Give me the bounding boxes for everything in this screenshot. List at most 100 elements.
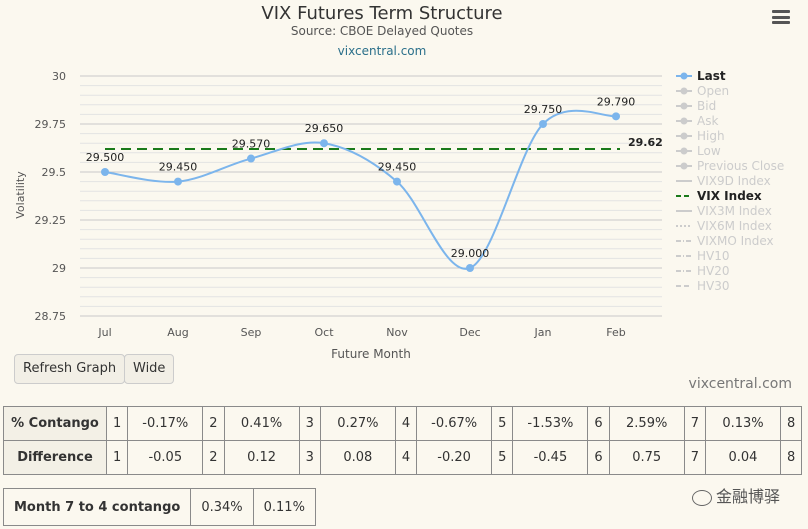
last-point [612,112,620,121]
x-tick-label: Sep [241,326,262,339]
y-axis-title: Volatility [14,171,27,219]
legend-item[interactable]: HV20 [697,264,730,278]
data-label: 29.450 [159,161,198,174]
row-label: Difference [3,440,107,475]
month-index-cell: 7 [683,440,706,475]
month-7-to-4-table: Month 7 to 4 contango 0.34% 0.11% [2,488,316,526]
data-label: 29.000 [451,247,490,260]
value-cell: -0.67% [416,406,493,441]
legend-marker [680,102,688,110]
month-index-cell: 5 [491,406,514,441]
hamburger-menu-icon[interactable] [772,10,790,24]
last-point [247,154,255,163]
month-index-cell: 3 [298,406,321,441]
last-series-line [104,109,617,270]
chart-subtitle: Source: CBOE Delayed Quotes [290,24,474,38]
value-cell: -0.17% [127,406,204,441]
value-cell: -0.20 [416,440,493,475]
contango-table: % Contango 1 -0.17% 2 0.41% 3 0.27% 4 -0.67% 5 -1.… [3,406,803,475]
chart-plot: 30 29.75 29.5 29.25 29 28.75 Jul Aug Sep Oct Nov De… [14,69,784,361]
data-label: 29.570 [232,138,271,151]
legend-item[interactable]: VIX Index [697,189,762,203]
data-label: 29.650 [305,122,344,135]
y-tick-label: 29.25 [35,214,67,227]
y-tick-label: 29.5 [42,166,67,179]
legend-marker [680,162,688,170]
value-cell: 0.27% [319,406,396,441]
month-index-cell: 6 [587,406,610,441]
legend-item[interactable]: Previous Close [697,159,784,173]
legend-item[interactable]: Last [697,69,726,83]
value-cell: 0.08 [319,440,396,475]
wide-button[interactable]: Wide [124,354,175,384]
wechat-icon [691,489,712,506]
x-tick-label: Aug [167,326,188,339]
value-cell: 0.12 [223,440,300,475]
month-index-cell: 5 [491,440,514,475]
data-label: 29.750 [524,103,563,116]
legend-marker [680,72,688,80]
chart-site-link[interactable]: vixcentral.com [337,44,427,58]
data-label: 29.500 [86,151,125,164]
value-cell: -1.53% [512,406,589,441]
legend-marker [680,117,688,125]
last-point [539,120,547,128]
credit-link[interactable]: vixcentral.com [688,376,792,392]
data-label: 29.790 [597,95,636,108]
month-index-cell: 8 [779,440,803,475]
last-point [101,168,109,176]
legend-item[interactable]: VIX6M Index [697,219,772,233]
last-point [466,264,474,272]
x-tick-label: Nov [386,326,408,339]
month-index-cell: 7 [683,406,706,441]
refresh-graph-button[interactable]: Refresh Graph [14,354,126,384]
y-tick-label: 28.75 [35,310,67,323]
watermark: 金融博驿 [691,483,780,507]
legend-marker [680,132,688,140]
legend-item[interactable]: VIXMO Index [697,234,774,248]
data-label: 29.450 [378,161,417,174]
value-cell: -0.45 [512,440,589,475]
x-tick-label: Jul [97,326,111,339]
legend-item[interactable]: Bid [697,99,716,113]
legend-item[interactable]: HV30 [697,279,730,293]
vix-index-label: 29.62 [628,136,663,149]
x-tick-label: Jan [534,326,552,339]
x-axis-title: Future Month [331,347,411,361]
legend-item[interactable]: Low [697,144,721,158]
x-tick-label: Feb [606,326,625,339]
legend-item[interactable]: VIX3M Index [697,204,772,218]
value-cell: 0.75 [608,440,685,475]
month-index-cell: 4 [394,406,418,441]
row-label: % Contango [3,406,107,441]
month-index-cell: 8 [779,406,803,441]
value-cell: 0.04 [704,440,781,475]
legend-item[interactable]: Ask [697,114,718,128]
month-7-to-4-value: 0.34% [190,488,254,526]
legend-item[interactable]: Open [697,84,729,98]
month-index-cell: 4 [394,440,418,475]
legend-item[interactable]: VIX9D Index [697,174,771,188]
last-point [174,177,182,186]
legend-item[interactable]: HV10 [697,249,730,263]
month-index-cell: 1 [105,406,129,441]
last-point [320,139,328,148]
watermark-text: 金融博驿 [715,487,780,506]
legend-item[interactable]: High [697,129,725,143]
value-cell: 2.59% [608,406,685,441]
y-tick-label: 29 [52,262,66,275]
month-index-cell: 2 [202,440,225,475]
value-cell: -0.05 [127,440,204,475]
chart-title: VIX Futures Term Structure [261,3,503,24]
y-tick-label: 29.75 [35,118,67,131]
y-tick-label: 30 [52,70,66,83]
month-index-cell: 3 [298,440,321,475]
legend-marker [680,147,688,155]
chart-container: VIX Futures Term Structure Source: CBOE … [14,3,792,392]
month-index-cell: 6 [587,440,610,475]
month-7-to-4-label: Month 7 to 4 contango [2,488,192,526]
value-cell: 0.41% [223,406,300,441]
month-index-cell: 1 [105,440,129,475]
contango-row: % Contango 1 -0.17% 2 0.41% 3 0.27% 4 -0.67% 5 -1.… [3,406,803,441]
last-point [393,177,401,186]
